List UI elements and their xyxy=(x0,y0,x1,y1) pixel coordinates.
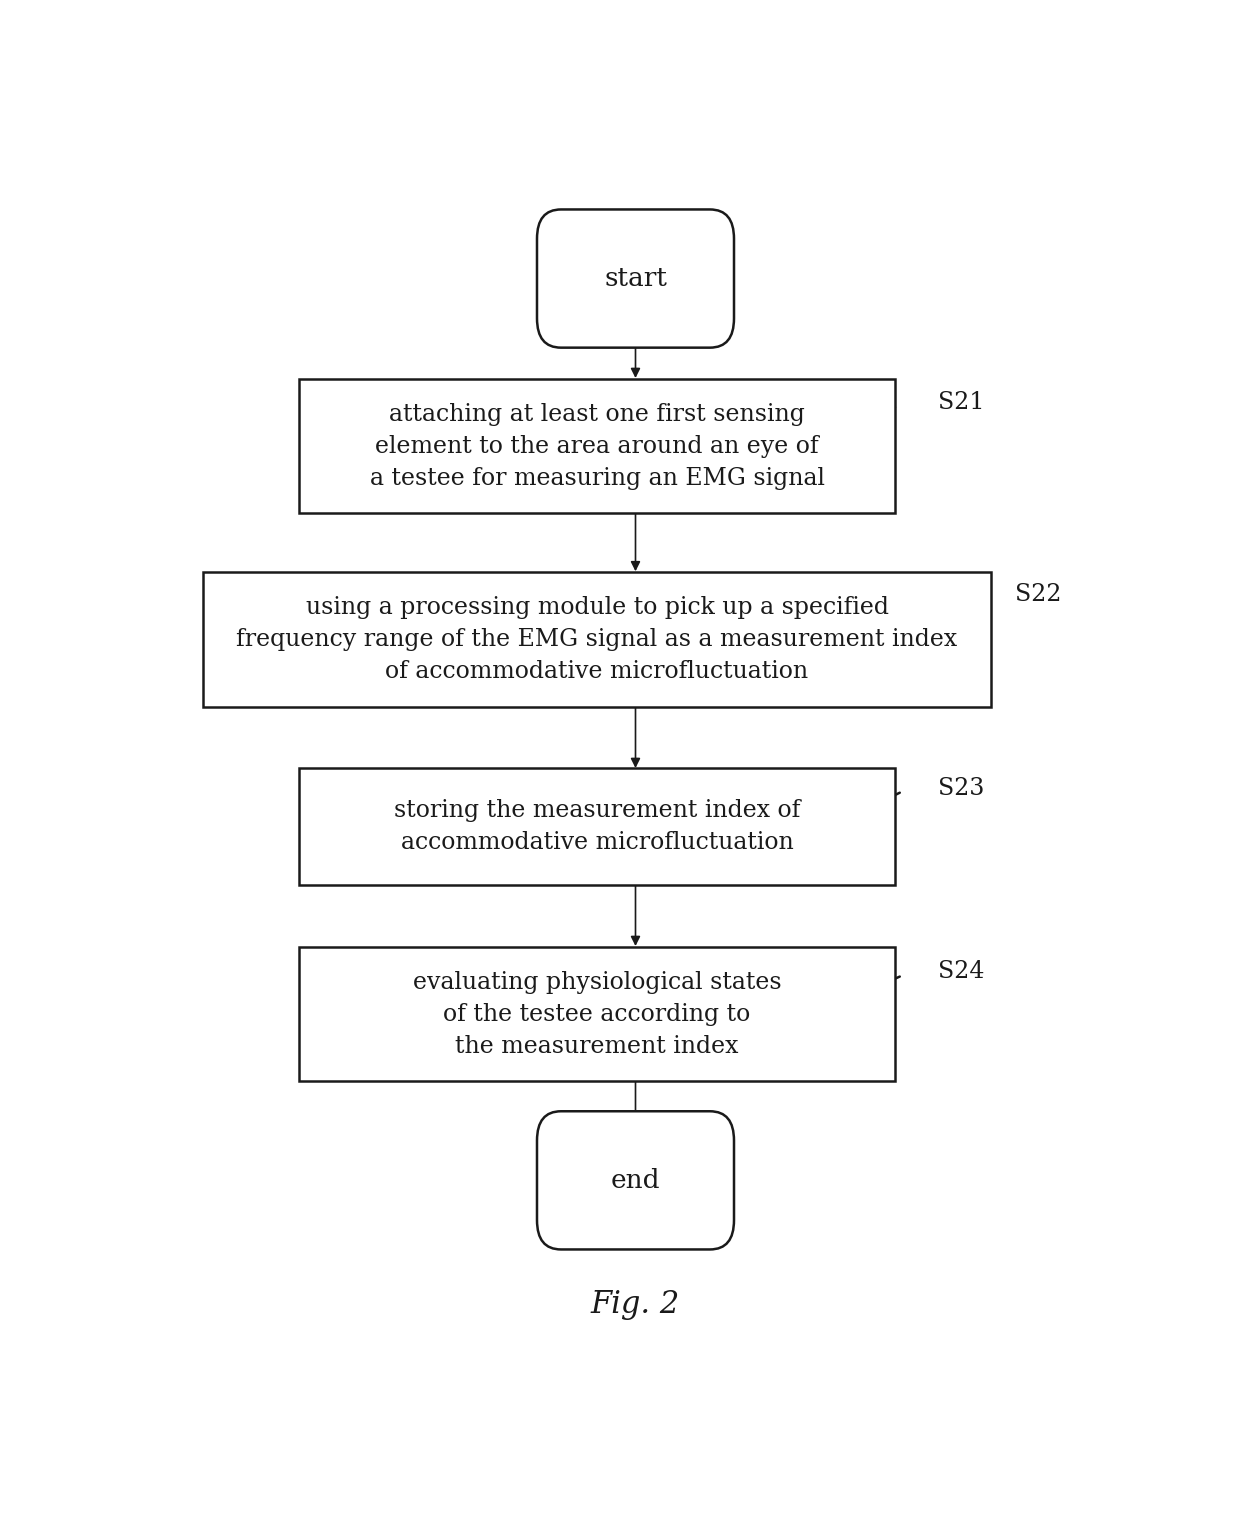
Bar xyxy=(299,946,895,1081)
Text: start: start xyxy=(604,266,667,291)
Bar xyxy=(299,768,895,885)
Text: evaluating physiological states
of the testee according to
the measurement index: evaluating physiological states of the t… xyxy=(413,970,781,1057)
FancyBboxPatch shape xyxy=(537,1112,734,1249)
Text: end: end xyxy=(611,1168,660,1192)
Text: S21: S21 xyxy=(939,391,985,414)
Text: S24: S24 xyxy=(939,960,985,984)
Text: attaching at least one first sensing
element to the area around an eye of
a test: attaching at least one first sensing ele… xyxy=(370,403,825,490)
Bar xyxy=(203,572,991,707)
Bar xyxy=(299,379,895,514)
Text: storing the measurement index of
accommodative microfluctuation: storing the measurement index of accommo… xyxy=(394,799,800,855)
Text: Fig. 2: Fig. 2 xyxy=(591,1288,680,1320)
Text: S22: S22 xyxy=(1016,583,1061,607)
FancyBboxPatch shape xyxy=(537,210,734,348)
Text: S23: S23 xyxy=(939,777,985,800)
Text: using a processing module to pick up a specified
frequency range of the EMG sign: using a processing module to pick up a s… xyxy=(237,596,957,683)
